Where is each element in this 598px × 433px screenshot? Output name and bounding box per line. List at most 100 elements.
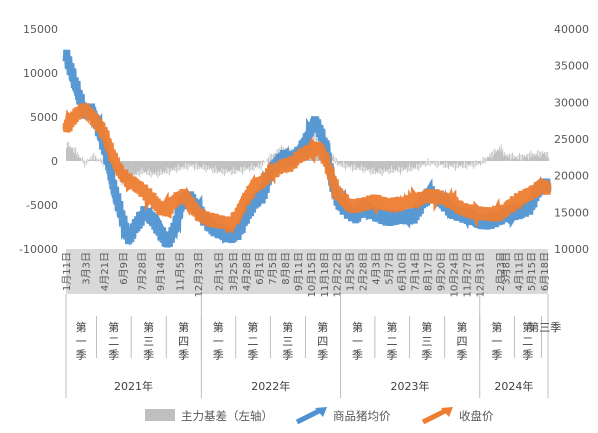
year-label-3: 2024年 xyxy=(494,379,533,393)
basis-bar xyxy=(511,158,513,161)
basis-bar xyxy=(162,161,164,173)
basis-bar xyxy=(167,161,169,174)
basis-bar xyxy=(94,160,96,161)
basis-bar xyxy=(424,161,426,163)
basis-bar xyxy=(101,161,102,164)
basis-bar xyxy=(467,161,469,167)
basis-bar xyxy=(507,154,509,161)
basis-bar xyxy=(139,161,141,178)
basis-bar xyxy=(411,161,413,172)
basis-bar xyxy=(217,161,218,174)
basis-bar xyxy=(146,161,147,175)
basis-bar xyxy=(150,161,152,178)
date-tick-4: 7月28日 xyxy=(137,252,149,291)
basis-bar xyxy=(170,161,172,172)
basis-bar xyxy=(266,158,268,161)
basis-bar xyxy=(529,157,531,161)
basis-bar xyxy=(458,161,459,168)
year-label-0: 2021年 xyxy=(114,379,153,393)
basis-bar xyxy=(69,146,71,161)
basis-bar xyxy=(155,161,157,173)
basis-bar xyxy=(252,161,254,166)
basis-bar xyxy=(435,161,437,166)
basis-bar xyxy=(332,157,334,161)
basis-bar xyxy=(241,161,243,168)
basis-bar xyxy=(89,159,91,161)
basis-bar xyxy=(524,156,526,161)
quarter-label-14: 第三季 xyxy=(528,320,561,334)
basis-bar xyxy=(541,151,543,161)
basis-bar xyxy=(222,161,224,174)
basis-bar xyxy=(200,161,202,169)
basis-bar xyxy=(242,161,244,175)
date-tick-7: 12月23日 xyxy=(193,252,205,297)
basis-bar xyxy=(147,161,149,175)
basis-bar xyxy=(360,161,362,171)
basis-bar xyxy=(205,161,207,173)
basis-bar xyxy=(175,161,177,174)
basis-bar xyxy=(102,161,104,167)
basis-bar xyxy=(82,161,84,164)
basis-bar xyxy=(249,161,251,166)
basis-bar xyxy=(459,161,461,167)
basis-bar xyxy=(517,155,519,161)
quarter-label-0: 第一季 xyxy=(76,320,87,362)
basis-bar xyxy=(182,161,184,169)
basis-bar xyxy=(189,161,191,164)
basis-bar xyxy=(380,161,382,175)
basis-bar xyxy=(339,161,341,165)
basis-bar xyxy=(337,161,339,163)
basis-bar xyxy=(86,158,88,161)
basis-bar xyxy=(180,161,182,170)
basis-bar xyxy=(155,161,157,176)
basis-bar xyxy=(162,161,163,175)
basis-bar xyxy=(438,161,440,167)
basis-bar xyxy=(229,161,231,171)
basis-bar xyxy=(256,161,258,167)
basis-bar xyxy=(383,161,385,174)
basis-bar xyxy=(416,161,418,170)
basis-bar xyxy=(406,161,408,173)
basis-bar xyxy=(242,161,244,168)
basis-bar xyxy=(199,161,201,167)
basis-bar xyxy=(354,161,356,164)
basis-bar xyxy=(191,161,192,166)
basis-bar xyxy=(218,161,220,172)
basis-bar xyxy=(486,159,488,161)
basis-bar xyxy=(522,158,524,161)
basis-bar xyxy=(374,161,376,175)
basis-bar xyxy=(345,161,347,165)
left-tick-4: -5000 xyxy=(26,199,58,212)
basis-bar xyxy=(347,161,349,165)
basis-bar xyxy=(138,161,140,171)
basis-bar xyxy=(201,161,203,167)
right-axis-ticks: 40000 35000 30000 25000 20000 15000 10000 xyxy=(554,23,589,256)
basis-bar xyxy=(457,161,459,163)
date-tick-24: 8月17日 xyxy=(423,252,435,291)
basis-bar xyxy=(352,161,353,172)
basis-bar xyxy=(392,161,394,169)
basis-bar xyxy=(390,161,392,167)
date-tick-8: 2月15日 xyxy=(214,252,226,291)
basis-bar xyxy=(523,154,525,161)
quarter-label-4: 第一季 xyxy=(213,320,224,362)
basis-bar xyxy=(380,161,382,170)
basis-bar xyxy=(239,161,241,167)
basis-bar xyxy=(399,161,401,168)
basis-bar xyxy=(363,161,365,174)
basis-bar xyxy=(384,161,385,169)
basis-bar xyxy=(391,161,393,173)
date-tick-11: 6月1日 xyxy=(254,252,266,285)
basis-bar xyxy=(460,161,462,167)
basis-bar xyxy=(518,159,520,161)
basis-bar xyxy=(404,161,406,169)
basis-bar xyxy=(373,161,375,174)
basis-bar xyxy=(412,161,414,168)
basis-bar xyxy=(204,161,205,171)
basis-bar xyxy=(358,161,360,170)
basis-bar xyxy=(421,161,423,167)
basis-bar xyxy=(516,159,518,161)
basis-bar xyxy=(252,161,253,171)
basis-bar xyxy=(97,160,99,161)
basis-bar xyxy=(410,161,412,167)
